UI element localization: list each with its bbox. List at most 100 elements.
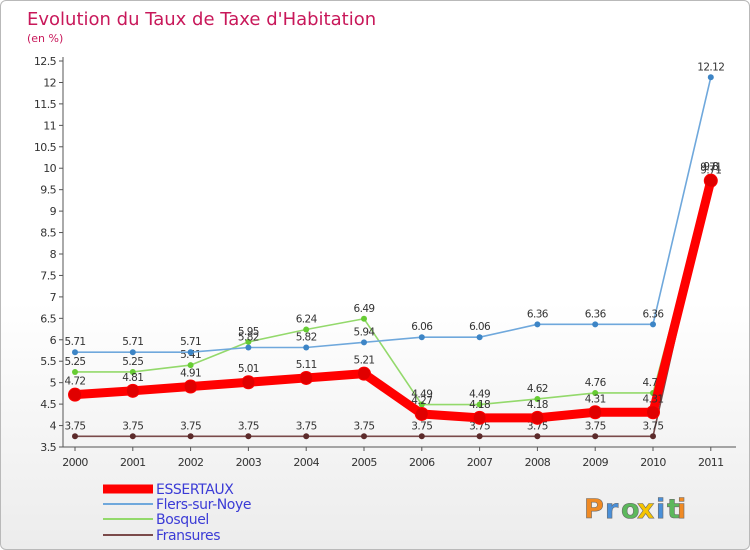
data-point xyxy=(414,406,429,421)
data-point xyxy=(129,433,136,440)
data-label: 4.31 xyxy=(585,393,606,405)
data-point xyxy=(588,405,603,420)
data-point xyxy=(245,433,252,440)
data-point xyxy=(245,344,252,351)
data-label: 4.27 xyxy=(411,395,432,407)
x-tick-label: 2006 xyxy=(409,456,435,469)
data-label: 3.75 xyxy=(180,420,201,432)
data-label: 5.82 xyxy=(296,331,317,343)
data-label: 5.71 xyxy=(122,336,143,348)
y-tick-label: 9.5 xyxy=(40,184,56,197)
y-tick-label: 4.5 xyxy=(40,398,56,411)
data-label: 4.91 xyxy=(180,368,201,380)
data-point xyxy=(707,74,714,81)
data-label: 3.75 xyxy=(296,420,317,432)
series-1: 5.71 5.71 5.71 5.82 5.82 5.94 6.06 6.06 6.36 6.36… xyxy=(65,61,725,356)
data-label: 6.36 xyxy=(527,308,549,320)
data-point xyxy=(530,410,545,425)
data-point xyxy=(476,401,483,408)
data-point xyxy=(187,362,194,369)
series-line xyxy=(74,176,712,406)
chart-subtitle: (en %) xyxy=(27,32,63,45)
logo-letter: x xyxy=(637,494,655,525)
data-point xyxy=(534,433,541,440)
data-point xyxy=(650,321,656,328)
data-label: 5.25 xyxy=(122,356,143,368)
data-point xyxy=(125,383,140,398)
logo-letter: i xyxy=(656,494,666,525)
data-label: 3.75 xyxy=(238,420,259,432)
data-label: 3.75 xyxy=(354,420,375,432)
series-line xyxy=(74,76,712,354)
data-point xyxy=(534,321,541,328)
data-label: 3.75 xyxy=(585,420,606,432)
data-label: 5.11 xyxy=(296,359,317,371)
data-point xyxy=(183,379,198,394)
logo-letter: i xyxy=(677,494,687,525)
data-point xyxy=(361,315,367,322)
data-label: 4.49 xyxy=(411,389,432,401)
data-label: 6.06 xyxy=(469,321,491,333)
data-label: 4.62 xyxy=(527,383,548,395)
series-line xyxy=(74,179,712,438)
data-label: 6.06 xyxy=(411,321,433,333)
data-label: 6.49 xyxy=(354,303,375,315)
data-label: 4.49 xyxy=(469,389,490,401)
x-tick-label: 2007 xyxy=(467,456,493,469)
x-tick-label: 2010 xyxy=(640,456,666,469)
data-label: 5.01 xyxy=(238,363,259,375)
data-point xyxy=(361,433,367,440)
data-label: 3.75 xyxy=(122,420,143,432)
series-3: 3.75 3.75 3.75 3.75 3.75 3.75 3.75 3.75 3.75 3.75… xyxy=(65,165,722,440)
y-tick-label: 7 xyxy=(50,291,57,304)
data-label: 9.71 xyxy=(700,165,721,177)
data-point xyxy=(241,375,256,390)
data-point xyxy=(418,401,425,408)
data-point xyxy=(129,349,136,356)
x-tick-label: 2004 xyxy=(293,456,319,469)
data-label: 6.36 xyxy=(643,308,665,320)
data-point xyxy=(299,370,314,385)
data-point xyxy=(418,433,425,440)
data-point xyxy=(418,334,425,341)
y-tick-label: 9 xyxy=(50,205,57,218)
data-point xyxy=(72,349,78,356)
y-tick-label: 5 xyxy=(50,377,57,390)
data-label: 9.8 xyxy=(703,161,718,173)
data-point xyxy=(187,433,194,440)
data-label: 4.18 xyxy=(469,399,490,411)
data-label: 4.31 xyxy=(643,393,664,405)
x-tick-label: 2003 xyxy=(236,456,262,469)
data-point xyxy=(68,387,82,402)
y-tick-label: 8.5 xyxy=(40,227,56,240)
data-point xyxy=(646,405,660,420)
data-label: 4.18 xyxy=(527,399,548,411)
data-label: 6.24 xyxy=(296,313,318,325)
x-tick-label: 2005 xyxy=(351,456,377,469)
data-point xyxy=(592,433,599,440)
data-label: 6.36 xyxy=(585,308,607,320)
data-point xyxy=(476,334,483,341)
y-tick-label: 12.5 xyxy=(34,55,57,68)
data-point xyxy=(592,321,599,328)
data-label: 5.82 xyxy=(238,331,259,343)
data-point xyxy=(361,339,367,346)
y-tick-label: 11 xyxy=(43,119,56,132)
data-point xyxy=(72,433,78,440)
data-point xyxy=(129,368,136,375)
data-label: 4.81 xyxy=(122,372,143,384)
data-point xyxy=(476,433,483,440)
series-0: 4.72 4.81 4.91 5.01 5.11 5.21 4.27 4.18 4.18 4.31… xyxy=(65,162,722,425)
data-label: 3.75 xyxy=(527,420,548,432)
legend-entry: Flers-sur-Noye xyxy=(156,497,251,513)
data-label: 5.21 xyxy=(354,355,375,367)
y-tick-label: 7.5 xyxy=(40,269,56,282)
data-point xyxy=(357,366,371,381)
y-tick-label: 3.5 xyxy=(40,441,56,454)
data-label: 3.75 xyxy=(65,420,86,432)
data-point xyxy=(187,349,194,356)
